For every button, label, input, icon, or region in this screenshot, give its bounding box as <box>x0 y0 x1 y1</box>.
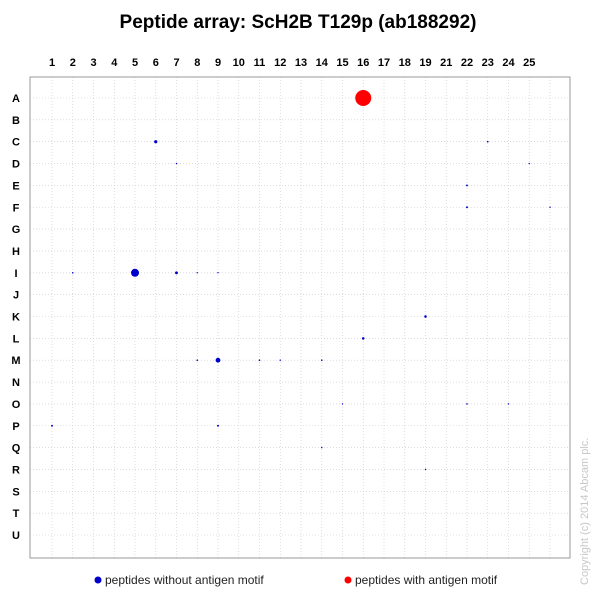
y-tick-label: M <box>11 355 20 367</box>
x-tick-label: 10 <box>233 57 245 69</box>
data-point <box>321 446 323 449</box>
x-tick-label: 4 <box>111 57 118 69</box>
y-tick-label: I <box>14 268 17 280</box>
legend-marker-with-motif <box>344 576 352 584</box>
y-tick-label: T <box>13 508 20 520</box>
x-tick-label: 21 <box>440 57 452 69</box>
grid <box>30 77 570 558</box>
legend-marker-without-motif <box>94 576 102 584</box>
data-point <box>361 337 365 340</box>
data-point <box>217 424 219 427</box>
x-tick-label: 1 <box>49 57 55 69</box>
y-tick-label: E <box>12 180 19 192</box>
data-point <box>424 315 427 318</box>
x-tick-label: 13 <box>295 57 307 69</box>
x-tick-label: 15 <box>336 57 348 69</box>
data-point <box>466 403 468 405</box>
data-point <box>507 403 510 405</box>
data-point <box>486 140 489 143</box>
x-axis-ticks: 1 2 3 4 5 6 7 8 9 10 11 12 13 14 15 16 17 18 19 21 22 23 24 25 <box>49 57 535 69</box>
data-point <box>196 359 199 362</box>
x-tick-label: 3 <box>90 57 96 69</box>
data-point <box>528 162 530 165</box>
x-tick-label: 23 <box>482 57 494 69</box>
y-tick-label: G <box>12 224 21 236</box>
y-tick-label: N <box>12 377 20 389</box>
x-tick-label: 8 <box>194 57 200 69</box>
data-point <box>424 468 427 471</box>
data-point <box>196 272 198 274</box>
legend-label-without-motif: peptides without antigen motif <box>105 573 264 587</box>
y-tick-label: L <box>13 333 20 345</box>
copyright-notice: Copyright (c) 2014 Abcam plc. <box>579 438 591 585</box>
x-tick-label: 24 <box>502 57 515 69</box>
data-point <box>549 206 551 208</box>
legend: peptides without antigen motif peptides … <box>94 573 498 587</box>
data-point <box>279 359 281 361</box>
x-tick-label: 19 <box>419 57 431 69</box>
data-point <box>175 162 178 165</box>
data-point <box>71 272 74 274</box>
plot-frame <box>29 76 571 559</box>
data-point <box>258 359 261 362</box>
x-tick-label: 16 <box>357 57 369 69</box>
data-point <box>341 403 344 405</box>
y-tick-label: K <box>12 312 20 324</box>
y-tick-label: O <box>12 399 21 411</box>
x-tick-label: 5 <box>132 57 138 69</box>
x-tick-label: 25 <box>523 57 535 69</box>
data-points <box>51 90 551 471</box>
x-tick-label: 22 <box>461 57 473 69</box>
data-point <box>217 272 219 274</box>
data-point <box>215 357 221 363</box>
y-tick-label: F <box>13 202 20 214</box>
x-tick-label: 14 <box>316 57 329 69</box>
y-tick-label: P <box>12 421 19 433</box>
x-tick-label: 2 <box>70 57 76 69</box>
data-point <box>320 359 323 362</box>
x-tick-label: 9 <box>215 57 221 69</box>
y-tick-label: R <box>12 464 20 476</box>
chart-title: Peptide array: ScH2B T129p (ab188292) <box>120 12 477 33</box>
x-tick-label: 7 <box>173 57 179 69</box>
y-tick-label: D <box>12 159 20 171</box>
data-point <box>131 268 139 277</box>
data-point <box>466 206 468 209</box>
data-point <box>466 184 468 187</box>
x-tick-label: 6 <box>153 57 159 69</box>
data-point <box>355 90 372 106</box>
y-tick-label: S <box>12 486 19 498</box>
y-tick-label: A <box>12 93 20 105</box>
y-tick-label: Q <box>12 443 21 455</box>
y-tick-label: H <box>12 246 20 258</box>
data-point <box>175 271 178 275</box>
x-tick-label: 18 <box>399 57 411 69</box>
data-point <box>154 140 158 144</box>
data-point <box>51 424 53 427</box>
x-tick-label: 11 <box>254 57 266 69</box>
y-tick-label: J <box>13 290 19 302</box>
y-tick-label: C <box>12 137 20 149</box>
legend-label-with-motif: peptides with antigen motif <box>355 573 498 587</box>
x-tick-label: 12 <box>274 57 286 69</box>
x-tick-label: 17 <box>378 57 390 69</box>
y-tick-label: B <box>12 115 20 127</box>
y-tick-label: U <box>12 530 20 542</box>
